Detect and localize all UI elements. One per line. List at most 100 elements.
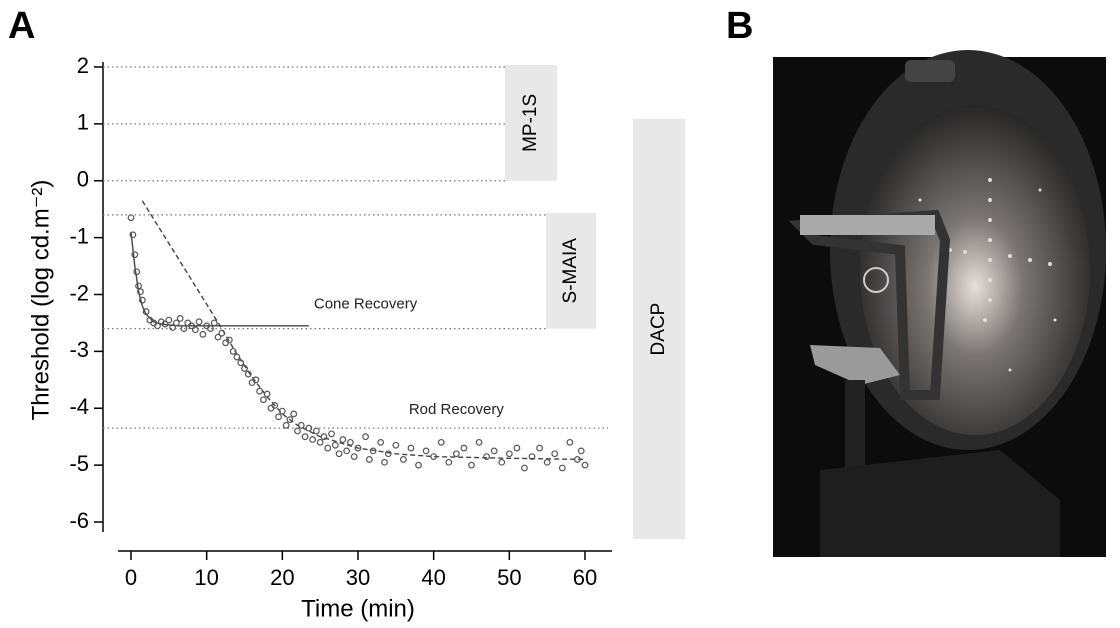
data-point (135, 282, 142, 290)
data-point (297, 421, 305, 429)
x-tick-label: 30 (346, 565, 370, 590)
data-point (229, 347, 237, 355)
data-point (460, 444, 468, 452)
x-tick-label: 50 (497, 565, 521, 590)
data-point (498, 458, 506, 466)
data-point (294, 427, 301, 435)
data-point (369, 447, 377, 455)
data-point (343, 447, 351, 455)
panel-label: A (8, 5, 35, 47)
data-point (407, 444, 415, 452)
data-point (543, 458, 551, 466)
data-point (161, 320, 169, 328)
data-point (278, 407, 286, 415)
data-point (513, 444, 521, 452)
x-tick-label: 60 (573, 565, 597, 590)
data-point (328, 430, 335, 438)
y-tick-label: -5 (69, 451, 89, 476)
range-label: DACP (648, 303, 669, 356)
y-tick-label: -4 (69, 394, 89, 419)
data-point (225, 336, 233, 344)
data-point (133, 268, 141, 276)
panel-label: B (726, 5, 753, 47)
y-tick-label: -3 (69, 337, 89, 362)
data-point (244, 370, 252, 378)
data-point (505, 450, 513, 458)
annotation: Rod Recovery (409, 401, 505, 418)
data-point (551, 450, 559, 458)
data-point (483, 453, 491, 460)
range-box (546, 212, 596, 329)
data-point (138, 296, 146, 304)
data-point (324, 444, 332, 452)
data-point (137, 288, 144, 296)
data-point (381, 458, 388, 466)
y-tick-label: -2 (69, 280, 89, 305)
data-point (275, 413, 282, 421)
data-point (581, 461, 589, 469)
data-point (452, 450, 460, 458)
data-point (214, 333, 222, 341)
data-point (207, 325, 214, 333)
x-tick-label: 10 (194, 565, 218, 590)
data-point (271, 402, 279, 409)
data-point (154, 322, 161, 330)
y-tick-label: 0 (77, 167, 89, 192)
data-point (180, 325, 188, 333)
data-point (195, 318, 203, 326)
data-point (384, 450, 392, 458)
data-point (475, 438, 483, 446)
x-tick-label: 20 (270, 565, 294, 590)
range-box (633, 119, 685, 540)
x-tick-label: 0 (125, 565, 137, 590)
data-point (316, 438, 324, 446)
y-tick-label: 2 (77, 53, 89, 78)
y-tick-label: -6 (69, 508, 89, 533)
data-point (577, 447, 585, 455)
data-point (362, 433, 369, 441)
data-point (437, 438, 445, 446)
data-point (528, 453, 536, 460)
data-point (312, 427, 320, 435)
data-point (430, 453, 438, 460)
data-point (377, 438, 385, 446)
y-tick-label: 1 (77, 110, 89, 135)
range-label: MP-1S (520, 94, 541, 152)
data-point (365, 456, 373, 463)
data-point (169, 324, 177, 331)
y-tick-label: -1 (69, 223, 89, 248)
data-point (286, 416, 294, 424)
data-point (521, 464, 528, 472)
data-point (129, 231, 137, 239)
data-point (142, 308, 150, 315)
data-point (566, 438, 574, 446)
data-point (233, 353, 241, 361)
annotation: Cone Recovery (314, 296, 418, 313)
data-point (490, 447, 498, 455)
data-point (415, 461, 422, 469)
data-point (256, 387, 264, 395)
data-point (301, 433, 309, 441)
data-point (237, 359, 245, 367)
data-point (172, 319, 180, 327)
data-point (218, 329, 226, 337)
data-point (400, 456, 407, 463)
data-point (350, 453, 358, 460)
data-point (263, 390, 271, 398)
data-point (131, 251, 139, 259)
data-point (260, 396, 267, 404)
data-point (558, 464, 566, 472)
x-axis-title: Time (min) (301, 595, 415, 622)
data-point (320, 433, 328, 441)
data-point (339, 436, 347, 443)
data-point (127, 214, 135, 222)
fit-line (130, 231, 309, 327)
range-box (505, 65, 557, 181)
data-point (252, 376, 260, 384)
data-point (191, 326, 199, 334)
data-point (188, 322, 195, 330)
data-point (309, 436, 317, 443)
data-point (445, 458, 453, 466)
x-tick-label: 40 (421, 565, 445, 590)
